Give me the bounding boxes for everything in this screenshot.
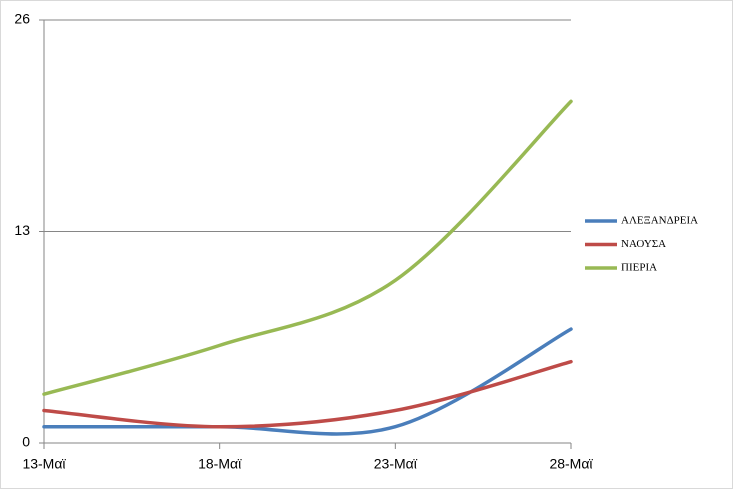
series-line <box>42 99 573 396</box>
y-tick-label: 13 <box>14 222 30 238</box>
legend-label: ΑΛΕΞΑΝΔΡΕΙΑ <box>621 215 698 227</box>
y-tick-label: 26 <box>14 11 30 27</box>
x-tick-label: 23-Μαϊ <box>374 456 418 472</box>
series-line <box>42 359 573 429</box>
x-tick-label: 28-Μαϊ <box>549 456 593 472</box>
legend-label: ΝΑΟΥΣΑ <box>621 238 666 250</box>
x-tick-label: 13-Μαϊ <box>22 456 66 472</box>
series-line <box>42 327 573 436</box>
x-tick-label: 18-Μαϊ <box>198 456 242 472</box>
y-tick-label: 0 <box>22 434 30 450</box>
legend-label: ΠΙΕΡΙΑ <box>621 262 657 274</box>
